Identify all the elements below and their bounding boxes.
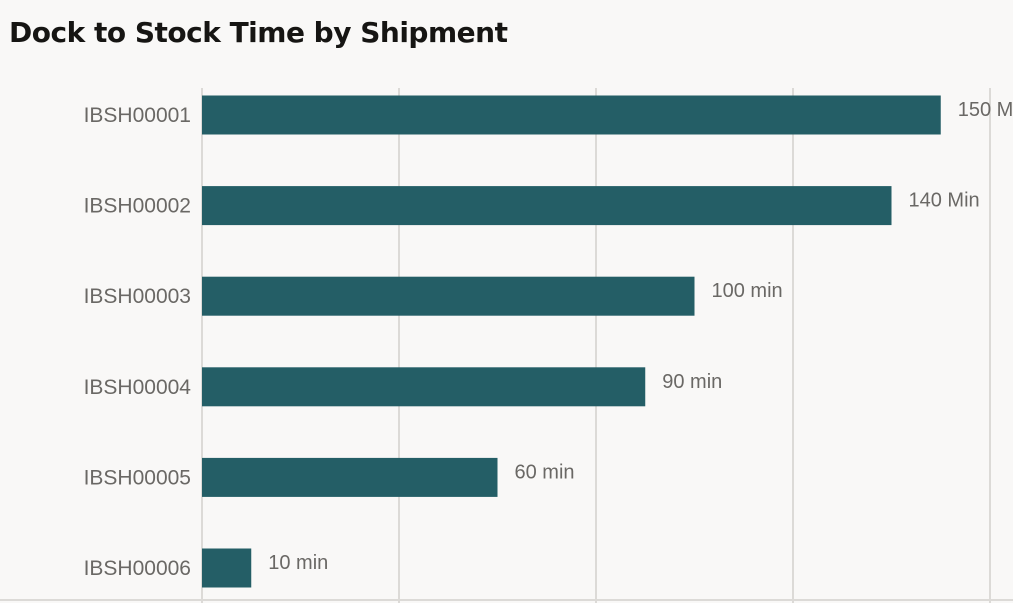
bar-ibsh00006 [202,548,252,588]
chart-title: Dock to Stock Time by Shipment [9,16,508,49]
category-label-ibsh00004: IBSH00004 [84,376,192,399]
category-label-ibsh00006: IBSH00006 [84,557,191,580]
bar-ibsh00001 [202,95,941,135]
category-label-ibsh00005: IBSH00005 [84,466,191,489]
category-label-ibsh00001: IBSH00001 [84,104,191,127]
data-label-ibsh00001: 150 Min [958,99,1013,121]
bars [202,95,941,588]
bar-ibsh00003 [202,276,695,316]
category-label-ibsh00002: IBSH00002 [84,195,191,218]
data-label-ibsh00006: 10 min [268,552,328,574]
bar-ibsh00005 [202,457,498,497]
data-label-ibsh00005: 60 min [515,461,575,483]
data-label-ibsh00003: 100 min [712,280,783,302]
labels: IBSH00001 150 Min IBSH00002 140 Min IBSH0000… [84,99,1013,580]
category-label-ibsh00003: IBSH00003 [84,285,191,308]
bar-ibsh00002 [202,186,892,226]
bar-ibsh00004 [202,367,646,407]
data-label-ibsh00002: 140 Min [909,190,980,212]
gridlines [0,88,1013,603]
data-label-ibsh00004: 90 min [662,371,722,393]
